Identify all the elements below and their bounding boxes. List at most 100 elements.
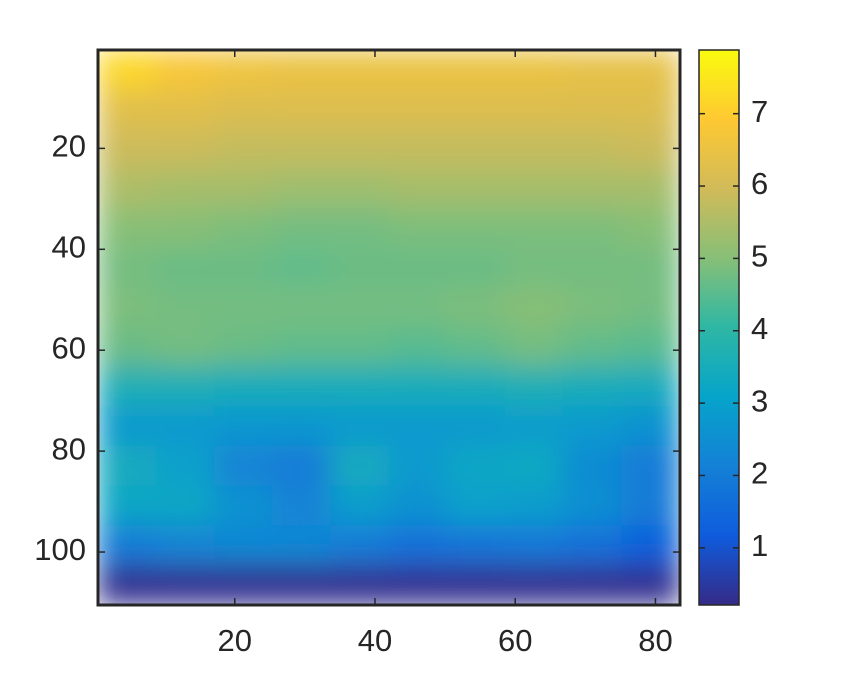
heatmap-cell xyxy=(98,208,157,249)
heatmap-cell xyxy=(98,128,157,170)
heatmap-cell xyxy=(563,525,623,566)
heatmap-cell xyxy=(98,485,157,527)
colorbar-tick-label: 5 xyxy=(751,239,768,274)
heatmap-cell xyxy=(272,366,332,408)
heatmap-cell xyxy=(98,445,157,487)
heatmap-cell xyxy=(388,168,448,210)
heatmap-cell xyxy=(272,247,332,289)
x-tick-label: 20 xyxy=(217,623,251,658)
heatmap-cell xyxy=(272,485,332,527)
heatmap-cell xyxy=(563,564,623,605)
heatmap-cell xyxy=(272,564,332,605)
heatmap-cell xyxy=(213,564,274,605)
heatmap-cell xyxy=(388,128,448,170)
heatmap-cell xyxy=(621,89,680,130)
heatmap-cell xyxy=(272,445,332,487)
heatmap-cell xyxy=(446,287,506,328)
heatmap-cell xyxy=(621,525,680,566)
heatmap-cell xyxy=(446,168,506,210)
heatmap-cell xyxy=(446,366,506,408)
heatmap-cell xyxy=(155,50,215,91)
heatmap-cell xyxy=(504,50,565,91)
heatmap-cell xyxy=(621,247,680,289)
heatmap-cell xyxy=(388,525,448,566)
heatmap-cell xyxy=(330,287,390,328)
heatmap-cell xyxy=(213,168,274,210)
heatmap-cell xyxy=(155,287,215,328)
y-tick-label: 20 xyxy=(52,129,86,164)
y-tick-label: 100 xyxy=(34,532,86,567)
heatmap-cell xyxy=(504,406,565,447)
heatmap-cell xyxy=(213,287,274,328)
heatmap-cell xyxy=(213,485,274,527)
heatmap-cell xyxy=(155,128,215,170)
colorbar-tick-label: 2 xyxy=(751,456,768,491)
heatmap-cell xyxy=(155,525,215,566)
heatmap-cell xyxy=(272,208,332,249)
heatmap-cell xyxy=(446,208,506,249)
heatmap-cell xyxy=(504,445,565,487)
heatmap-cell xyxy=(155,208,215,249)
heatmap-cell xyxy=(621,208,680,249)
heatmap-cell xyxy=(563,208,623,249)
heatmap-cell xyxy=(621,287,680,328)
y-tick-label: 80 xyxy=(52,431,86,466)
colorbar-tick-label: 3 xyxy=(751,383,768,418)
heatmap-cell xyxy=(98,366,157,408)
heatmap-cell xyxy=(272,287,332,328)
heatmap-cell xyxy=(446,485,506,527)
heatmap-cell xyxy=(330,128,390,170)
colorbar-tick-label: 6 xyxy=(751,166,768,201)
heatmap-cell xyxy=(621,564,680,605)
heatmap-cell xyxy=(504,564,565,605)
heatmap-cell xyxy=(504,208,565,249)
heatmap-cell xyxy=(272,327,332,368)
heatmap-cell xyxy=(388,247,448,289)
heatmap-cell xyxy=(446,89,506,130)
heatmap-cell xyxy=(446,445,506,487)
heatmap-cell xyxy=(504,485,565,527)
heatmap-cell xyxy=(621,366,680,408)
heatmap-cell xyxy=(446,50,506,91)
heatmap-cell xyxy=(155,89,215,130)
heatmap-cell xyxy=(272,89,332,130)
heatmap-cell xyxy=(330,525,390,566)
heatmap-cell xyxy=(155,445,215,487)
heatmap-cell xyxy=(388,485,448,527)
heatmap-cell xyxy=(213,208,274,249)
heatmap-cell xyxy=(98,287,157,328)
heatmap-cell xyxy=(504,287,565,328)
colorbar-tick-label: 1 xyxy=(751,528,768,563)
heatmap-cell xyxy=(504,247,565,289)
heatmap-cell xyxy=(330,366,390,408)
heatmap-cell xyxy=(621,168,680,210)
heatmap-cell xyxy=(504,366,565,408)
heatmap-cell xyxy=(330,168,390,210)
heatmap-cell xyxy=(563,247,623,289)
colorbar-tick-label: 4 xyxy=(751,311,768,346)
heatmap-cell xyxy=(504,89,565,130)
heatmap-cell xyxy=(155,247,215,289)
heatmap-cell xyxy=(621,128,680,170)
heatmap-cell xyxy=(98,525,157,566)
heatmap-cell xyxy=(272,525,332,566)
x-tick-label: 60 xyxy=(498,623,532,658)
heatmap-cell xyxy=(213,247,274,289)
heatmap-cell xyxy=(446,564,506,605)
heatmap-cell xyxy=(330,485,390,527)
heatmap-cell xyxy=(330,445,390,487)
heatmap-cell xyxy=(330,89,390,130)
heatmap-cell xyxy=(213,50,274,91)
heatmap-cell xyxy=(388,327,448,368)
heatmap-cell xyxy=(446,247,506,289)
heatmap-cell xyxy=(563,406,623,447)
heatmap-cell xyxy=(272,168,332,210)
heatmap-cell xyxy=(388,89,448,130)
heatmap-cell xyxy=(388,287,448,328)
heatmap-cell xyxy=(272,406,332,447)
heatmap-cell xyxy=(330,247,390,289)
heatmap-cell xyxy=(98,564,157,605)
heatmap-cell xyxy=(621,406,680,447)
heatmap-cell xyxy=(388,445,448,487)
heatmap-cell xyxy=(213,366,274,408)
